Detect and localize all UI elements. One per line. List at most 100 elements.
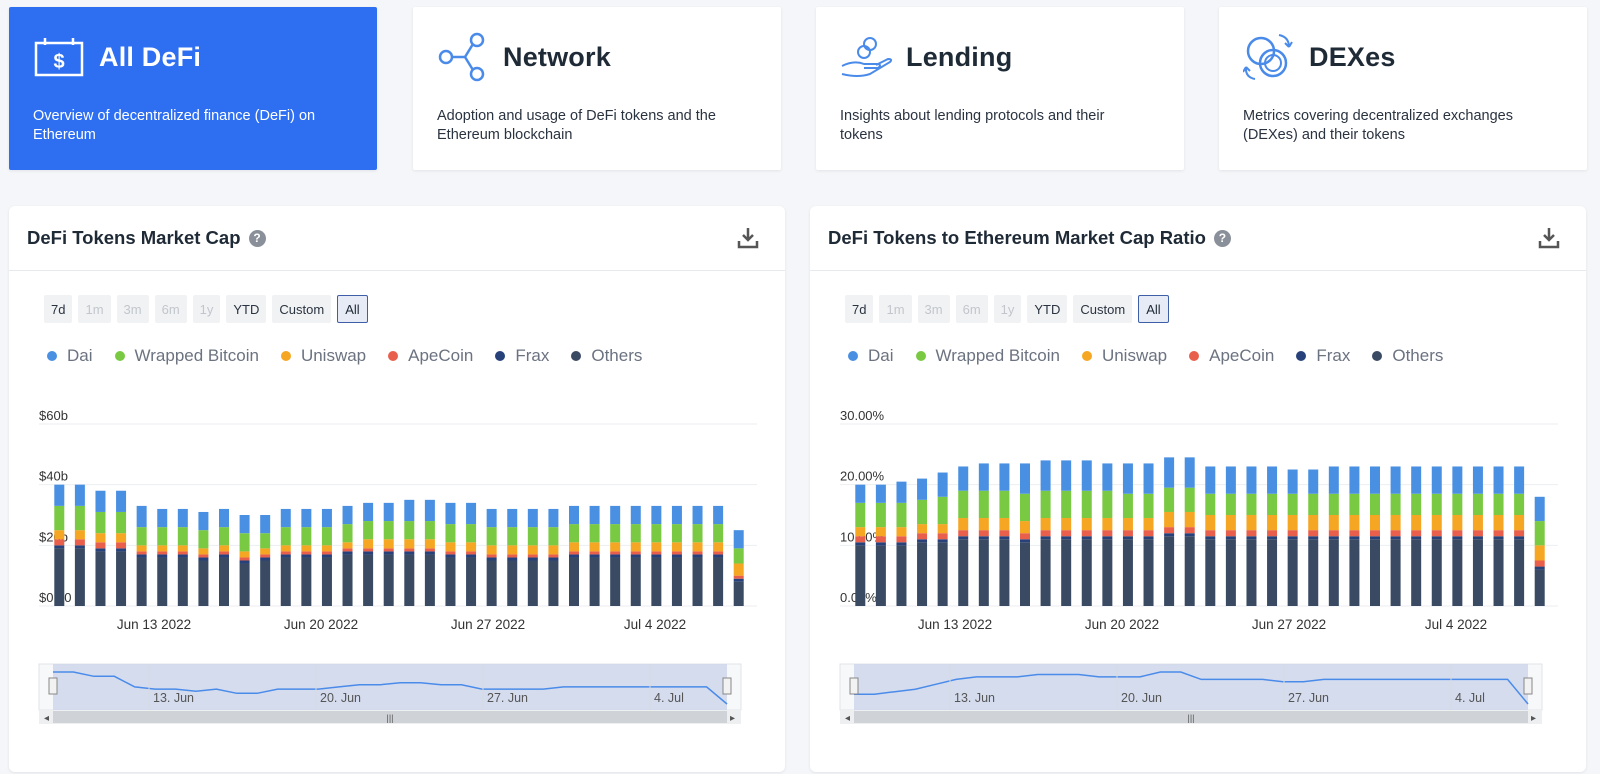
bar-segment-uniswap[interactable] [1184, 511, 1195, 528]
navigator-right-handle[interactable] [722, 677, 732, 695]
bar-segment-others[interactable] [651, 557, 662, 606]
bar-segment-uniswap[interactable] [198, 548, 209, 555]
bar-segment-apecoin[interactable] [466, 551, 477, 555]
bar-segment-others[interactable] [1411, 539, 1422, 606]
bar-segment-wrapped-bitcoin[interactable] [733, 548, 744, 564]
bar-segment-apecoin[interactable] [1472, 530, 1483, 537]
bar-segment-dai[interactable] [445, 502, 456, 525]
bar-segment-wrapped-bitcoin[interactable] [1472, 493, 1483, 515]
bar-segment-others[interactable] [198, 560, 209, 607]
bar-segment-others[interactable] [1493, 539, 1504, 606]
bar-segment-frax[interactable] [896, 542, 907, 546]
legend-item-uniswap[interactable]: Uniswap [280, 346, 366, 366]
legend-item-dai[interactable]: Dai [848, 346, 894, 366]
bar-segment-apecoin[interactable] [589, 551, 600, 555]
bar-segment-uniswap[interactable] [875, 527, 886, 537]
bar-segment-frax[interactable] [733, 578, 744, 582]
bar-segment-frax[interactable] [1514, 536, 1525, 540]
bar-segment-apecoin[interactable] [651, 551, 662, 555]
bar-segment-frax[interactable] [1411, 536, 1422, 540]
bar-segment-dai[interactable] [1102, 463, 1113, 491]
bar-segment-wrapped-bitcoin[interactable] [1287, 493, 1298, 515]
bar-segment-uniswap[interactable] [548, 545, 559, 555]
bar-segment-dai[interactable] [713, 505, 724, 525]
bar-segment-frax[interactable] [1267, 536, 1278, 540]
bar-segment-apecoin[interactable] [917, 533, 928, 540]
bar-segment-apecoin[interactable] [896, 536, 907, 543]
bar-segment-wrapped-bitcoin[interactable] [917, 499, 928, 525]
bar-segment-wrapped-bitcoin[interactable] [527, 527, 538, 546]
bar-segment-apecoin[interactable] [569, 551, 579, 555]
bar-segment-wrapped-bitcoin[interactable] [548, 527, 559, 546]
bar-segment-uniswap[interactable] [1390, 515, 1401, 531]
bar-segment-others[interactable] [1349, 539, 1360, 606]
bar-segment-frax[interactable] [260, 557, 271, 561]
bar-segment-apecoin[interactable] [1184, 527, 1195, 534]
bar-segment-uniswap[interactable] [1081, 518, 1092, 531]
bar-segment-uniswap[interactable] [260, 548, 271, 555]
bar-segment-frax[interactable] [1020, 539, 1030, 543]
bar-segment-dai[interactable] [1328, 466, 1339, 494]
bar-segment-wrapped-bitcoin[interactable] [260, 533, 271, 549]
bar-segment-dai[interactable] [1308, 469, 1319, 494]
bar-segment-uniswap[interactable] [1287, 515, 1298, 531]
bar-segment-dai[interactable] [1246, 466, 1257, 494]
card-dexes[interactable]: DEXes Metrics covering decentralized exc… [1219, 7, 1587, 170]
bar-segment-frax[interactable] [1061, 536, 1072, 540]
bar-segment-uniswap[interactable] [937, 524, 948, 534]
bar-segment-apecoin[interactable] [937, 533, 948, 540]
bar-segment-others[interactable] [1514, 539, 1525, 606]
bar-segment-wrapped-bitcoin[interactable] [1040, 490, 1051, 519]
bar-segment-dai[interactable] [1431, 466, 1442, 494]
bar-segment-frax[interactable] [1184, 533, 1195, 537]
bar-segment-others[interactable] [177, 557, 188, 606]
bar-segment-apecoin[interactable] [1514, 530, 1525, 537]
bar-segment-wrapped-bitcoin[interactable] [1143, 493, 1154, 519]
bar-segment-wrapped-bitcoin[interactable] [610, 524, 621, 543]
bar-segment-wrapped-bitcoin[interactable] [424, 521, 435, 540]
bar-segment-wrapped-bitcoin[interactable] [1452, 493, 1463, 515]
bar-segment-frax[interactable] [1122, 536, 1133, 540]
bar-segment-frax[interactable] [383, 551, 394, 555]
bar-segment-others[interactable] [917, 542, 928, 606]
bar-segment-frax[interactable] [239, 560, 250, 564]
range-button-6m[interactable]: 6m [955, 295, 988, 323]
bar-segment-frax[interactable] [1452, 536, 1463, 540]
bar-segment-uniswap[interactable] [1349, 515, 1360, 531]
legend-item-apecoin[interactable]: ApeCoin [1189, 346, 1274, 366]
bar-segment-apecoin[interactable] [999, 530, 1010, 537]
bar-segment-wrapped-bitcoin[interactable] [486, 527, 497, 546]
bar-segment-apecoin[interactable] [1349, 530, 1360, 537]
legend-item-frax[interactable]: Frax [495, 346, 549, 366]
bar-segment-apecoin[interactable] [713, 551, 724, 555]
bar-segment-dai[interactable] [1040, 460, 1051, 491]
bar-segment-wrapped-bitcoin[interactable] [1122, 493, 1133, 519]
bar-segment-dai[interactable] [363, 502, 374, 522]
bar-segment-others[interactable] [896, 545, 907, 606]
bar-segment-frax[interactable] [958, 536, 969, 540]
bar-segment-dai[interactable] [1287, 469, 1298, 494]
bar-segment-others[interactable] [507, 560, 518, 607]
bar-segment-frax[interactable] [198, 557, 209, 561]
bar-segment-apecoin[interactable] [958, 530, 969, 537]
bar-segment-frax[interactable] [95, 548, 106, 552]
bar-segment-others[interactable] [1390, 539, 1401, 606]
help-icon[interactable]: ? [1213, 229, 1231, 247]
bar-segment-dai[interactable] [1452, 466, 1463, 494]
bar-segment-apecoin[interactable] [875, 536, 886, 543]
bar-segment-dai[interactable] [630, 505, 641, 525]
bar-segment-uniswap[interactable] [1534, 545, 1545, 561]
bar-segment-others[interactable] [1267, 539, 1278, 606]
bar-segment-apecoin[interactable] [116, 542, 127, 549]
bar-segment-wrapped-bitcoin[interactable] [280, 527, 291, 546]
range-button-6m[interactable]: 6m [154, 295, 187, 323]
range-button-all[interactable]: All [337, 295, 368, 323]
bar-segment-uniswap[interactable] [978, 518, 989, 531]
bar-segment-uniswap[interactable] [445, 542, 456, 552]
bar-segment-uniswap[interactable] [958, 518, 969, 531]
bar-segment-frax[interactable] [1102, 536, 1113, 540]
bar-segment-dai[interactable] [424, 499, 435, 522]
bar-segment-dai[interactable] [383, 502, 394, 522]
bar-segment-apecoin[interactable] [321, 551, 332, 555]
bar-segment-frax[interactable] [321, 554, 332, 558]
